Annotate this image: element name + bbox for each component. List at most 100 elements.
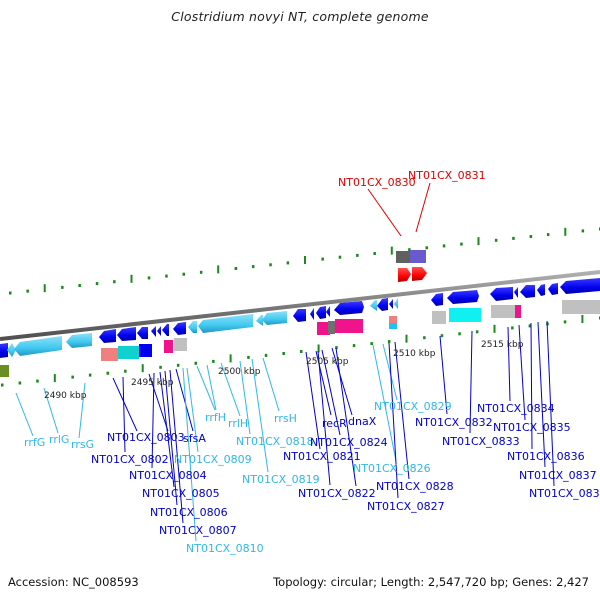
gene-label[interactable]: rrfG [24, 436, 45, 449]
gene-arrow-NT01CX_0835[interactable] [514, 287, 518, 298]
gene-arrow-NT01CX_0836[interactable] [520, 285, 535, 298]
gene-arrow[interactable] [7, 343, 16, 357]
inner-gene-track [0, 278, 600, 358]
gene-arrow-NT01CX_0809[interactable] [188, 321, 197, 333]
gene-arrow-NT01CX_0807[interactable] [173, 322, 186, 335]
minor-tick [264, 353, 268, 357]
gene-label[interactable]: rrfH [205, 411, 226, 424]
gene-label[interactable]: NT01CX_0836 [507, 450, 585, 463]
gene-label[interactable]: rrlH [228, 417, 248, 430]
cog-box-magenta [515, 305, 521, 318]
minor-tick [165, 274, 168, 278]
gene-arrow-dnaX[interactable] [334, 301, 364, 315]
minor-tick [61, 285, 64, 289]
gene-arrow-NT01CX_0834[interactable] [490, 287, 513, 301]
gene-arrow-sfsA[interactable] [162, 324, 169, 336]
gene-label[interactable]: recR [322, 417, 347, 430]
gene-arrow-NT01CX_0837[interactable] [537, 284, 545, 296]
gene-arrow[interactable] [560, 278, 600, 294]
gene-label[interactable]: NT01CX_0802 [91, 453, 169, 466]
major-tick [217, 265, 220, 274]
gene-arrow-recR[interactable] [316, 306, 326, 319]
gene-label[interactable]: NT01CX_0809 [174, 453, 252, 466]
gene-label[interactable]: NT01CX_0828 [376, 480, 454, 493]
gene-label[interactable]: NT01CX_0834 [477, 402, 555, 415]
major-tick [141, 364, 144, 373]
gene-arrow-NT01CX_0802[interactable] [99, 329, 116, 343]
gene-label[interactable]: rrlG [49, 433, 69, 446]
leader-line [196, 365, 216, 411]
major-tick [53, 374, 56, 383]
gene-label[interactable]: NT01CX_0826 [353, 462, 431, 475]
scale-label: 2510 kbp [393, 349, 436, 359]
leader-line-red [415, 182, 431, 233]
minor-tick [494, 238, 498, 242]
gene-label[interactable]: rrsG [71, 438, 94, 451]
minor-tick [511, 326, 514, 330]
leader-line [305, 351, 321, 450]
gene-label[interactable]: NT01CX_0821 [283, 450, 361, 463]
cog-box-cyan [449, 308, 481, 322]
gene-arrow-NT01CX_0828[interactable] [389, 299, 393, 309]
gene-label[interactable]: NT01CX_0805 [142, 487, 220, 500]
major-tick [317, 344, 320, 353]
cog-box-gray [491, 305, 515, 318]
gene-arrow-rrlG[interactable] [14, 336, 62, 356]
major-tick [43, 284, 46, 293]
gene-label[interactable]: NT01CX_0810 [186, 542, 264, 555]
gene-label[interactable]: NT01CX_0822 [298, 487, 376, 500]
leader-line [78, 382, 86, 439]
leader-line [182, 367, 197, 542]
gene-label[interactable]: NT01CX_0818 [236, 435, 314, 448]
scale-label: 2515 kbp [481, 340, 524, 350]
gene-arrow-NT01CX_0832[interactable] [431, 293, 443, 306]
gene-arrow-NT01CX_0806[interactable] [157, 326, 161, 336]
gene-arrow[interactable] [310, 308, 314, 320]
gene-arrow-rrfH[interactable] [256, 315, 263, 326]
gene-label[interactable]: NT01CX_0807 [159, 524, 237, 537]
gene-arrow-NT01CX_0833[interactable] [447, 290, 479, 304]
gene-arrow-NT01CX_0829[interactable] [394, 298, 398, 309]
cog-box-magenta [335, 319, 363, 333]
gene-label[interactable]: NT01CX_0804 [129, 469, 207, 482]
gene-label[interactable]: NT01CX_0819 [242, 473, 320, 486]
gene-label[interactable]: dnaX [348, 415, 377, 428]
gene-arrow-rrlH[interactable] [198, 314, 253, 333]
gene-arrow-NT01CX_0830[interactable] [398, 268, 411, 282]
minor-tick [563, 320, 567, 324]
gene-label[interactable]: NT01CX_0833 [442, 435, 520, 448]
gene-arrow-NT01CX_0831[interactable] [412, 267, 427, 281]
leader-line [239, 360, 251, 435]
gene-label[interactable]: NT01CX_0837 [519, 469, 597, 482]
gene-label[interactable]: NT01CX_0829 [374, 400, 452, 413]
gene-label[interactable]: NT01CX_0803 [107, 431, 185, 444]
gene-arrow-NT01CX_0838[interactable] [548, 283, 558, 295]
gene-arrow-rrsG[interactable] [66, 333, 92, 348]
gene-arrow-rrsH[interactable] [262, 311, 287, 325]
gene-label[interactable]: rrsH [274, 412, 297, 425]
cog-box-dark-gray [396, 251, 410, 263]
gene-label[interactable]: NT01CX_0835 [493, 421, 571, 434]
gene-arrow-NT01CX_0827[interactable] [377, 298, 388, 311]
major-tick [564, 227, 567, 236]
gene-label-NT01CX_0831[interactable]: NT01CX_0831 [408, 169, 486, 182]
label-leader-lines [15, 182, 555, 542]
gene-arrow-NT01CX_0805[interactable] [151, 326, 156, 337]
gene-arrow-NT01CX_0803[interactable] [117, 327, 136, 341]
gene-arrow-NT01CX_0804[interactable] [137, 327, 148, 339]
gene-label[interactable]: NT01CX_0806 [150, 506, 228, 519]
gene-label[interactable]: NT01CX_0838 [529, 487, 600, 500]
minor-tick [234, 267, 238, 270]
gene-label[interactable]: sfsA [183, 432, 206, 445]
gene-arrow[interactable] [0, 343, 8, 358]
cog-box-gray [174, 338, 187, 351]
leader-line [321, 349, 341, 436]
gene-label[interactable]: NT01CX_0827 [367, 500, 445, 513]
gene-arrow-NT01CX_0826[interactable] [370, 300, 377, 311]
gene-label-NT01CX_0830[interactable]: NT01CX_0830 [338, 176, 416, 189]
gene-label[interactable]: NT01CX_0832 [415, 416, 493, 429]
gene-arrow-NT01CX_0821[interactable] [326, 306, 330, 317]
gene-arrow-NT01CX_0818[interactable] [293, 309, 306, 322]
leader-line [546, 320, 555, 487]
gene-label[interactable]: NT01CX_0824 [310, 436, 388, 449]
